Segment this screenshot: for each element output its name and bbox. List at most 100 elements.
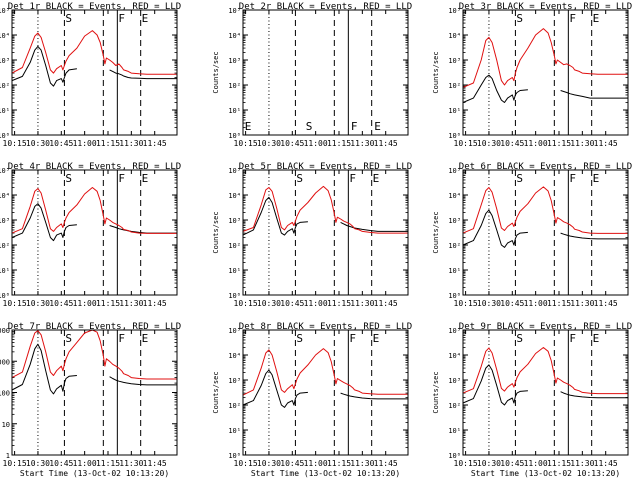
x-tick-label: 10:30 <box>477 299 501 308</box>
x-tick-label: 11:30 <box>570 459 594 468</box>
x-tick-label: 11:00 <box>304 299 328 308</box>
y-tick-label: 10² <box>448 82 461 90</box>
x-tick-label: 10:45 <box>500 459 524 468</box>
x-tick-label: 11:15 <box>547 139 571 148</box>
panel-det3r: Det 3r BLACK = Events, RED = LLD Counts/s… <box>432 2 632 148</box>
panel-title: Det 5r BLACK = Events, RED = LLD <box>239 162 412 172</box>
plot-frame <box>11 329 178 456</box>
x-tick-label: 11:15 <box>327 299 351 308</box>
series-events-line <box>340 221 408 232</box>
y-tick-label: 1 <box>6 452 10 460</box>
panel-title: Det 7r BLACK = Events, RED = LLD <box>8 322 181 332</box>
x-tick-label: 10:15 <box>454 139 478 148</box>
y-tick-label: 10³ <box>448 57 461 65</box>
panel-det6r: Det 6r BLACK = Events, RED = LLD Counts/s… <box>432 162 632 308</box>
marker-label: F <box>118 12 125 25</box>
series-events-line <box>242 196 308 236</box>
series-events-line <box>242 369 308 408</box>
marker-label: F <box>349 172 356 185</box>
x-tick-label: 10:45 <box>280 459 304 468</box>
panel-det5r: Det 5r BLACK = Events, RED = LLD Counts/s… <box>212 162 412 308</box>
x-tick-label: 11:30 <box>350 299 374 308</box>
x-tick-label: 11:30 <box>570 299 594 308</box>
marker-label: S <box>516 172 523 185</box>
x-tick-label: 11:45 <box>374 459 398 468</box>
x-tick-label: 11:15 <box>547 299 571 308</box>
x-tick-label: 11:00 <box>73 299 97 308</box>
y-tick-label: 10² <box>448 402 461 410</box>
x-tick-label: 10:30 <box>26 139 50 148</box>
series-lld-line <box>462 186 628 234</box>
y-tick-label: 10² <box>0 82 10 90</box>
series-events-line <box>109 376 177 386</box>
series-events-line <box>560 391 628 399</box>
panel-det8r: Det 8r BLACK = Events, RED = LLD Counts/s… <box>212 322 412 478</box>
series-lld-line <box>242 185 408 234</box>
x-tick-label: 10:15 <box>3 299 27 308</box>
plot-frame <box>11 9 178 136</box>
x-tick-label: 11:45 <box>374 139 398 148</box>
y-tick-label: 10⁵ <box>228 167 241 175</box>
x-tick-label: 11:15 <box>96 139 120 148</box>
y-tick-label: 10⁵ <box>228 7 241 15</box>
panel-det7r: Det 7r BLACK = Events, RED = LLDCounts/s… <box>0 322 181 478</box>
series-events-line <box>109 69 177 80</box>
x-tick-label: 11:00 <box>73 459 97 468</box>
x-tick-label: 11:45 <box>594 139 618 148</box>
x-axis-label: Start Time (13-Oct-02 10:13:20) <box>251 469 400 478</box>
panel-title: Det 9r BLACK = Events, RED = LLD <box>459 322 632 332</box>
y-tick-label: 10² <box>0 242 10 250</box>
series-lld-line <box>242 348 408 396</box>
series-lld-line <box>462 28 628 88</box>
y-tick-label: 10⁰ <box>228 132 241 140</box>
x-tick-label: 10:15 <box>234 299 258 308</box>
x-tick-label: 10:15 <box>234 459 258 468</box>
series-events-line <box>462 74 528 103</box>
y-tick-label: 10⁴ <box>228 32 241 40</box>
y-axis-label: Counts/sec <box>212 51 220 93</box>
x-tick-label: 10:45 <box>280 139 304 148</box>
x-axis-label: Start Time (13-Oct-02 10:13:20) <box>471 469 620 478</box>
plot-frame <box>242 169 409 296</box>
y-axis-label: Counts/sec <box>212 211 220 253</box>
y-tick-label: 10⁰ <box>228 292 241 300</box>
marker-label: E <box>593 12 600 25</box>
y-axis-label: Counts/sec <box>432 211 440 253</box>
x-tick-label: 11:00 <box>304 139 328 148</box>
y-tick-label: 10¹ <box>448 427 461 435</box>
marker-label: E <box>593 172 600 185</box>
series-lld-line <box>11 329 177 380</box>
series-events-line <box>109 225 177 234</box>
y-tick-label: 10⁴ <box>448 192 461 200</box>
y-tick-label: 10¹ <box>448 107 461 115</box>
series-events-line <box>462 209 528 248</box>
x-tick-label: 10:30 <box>257 139 281 148</box>
y-tick-label: 10³ <box>228 57 241 65</box>
x-tick-label: 11:15 <box>96 299 120 308</box>
marker-label: S <box>65 12 72 25</box>
x-tick-label: 11:45 <box>143 139 167 148</box>
y-tick-label: 10³ <box>448 217 461 225</box>
x-tick-label: 10:30 <box>477 139 501 148</box>
y-tick-label: 10⁰ <box>448 132 461 140</box>
marker-label: F <box>569 332 576 345</box>
y-tick-label: 10⁵ <box>448 167 461 175</box>
y-tick-label: 10³ <box>228 377 241 385</box>
plot-frame <box>462 329 629 456</box>
y-tick-label: 10 <box>2 421 10 429</box>
y-tick-label: 10² <box>228 402 241 410</box>
panel-det1r: Det 1r BLACK = Events, RED = LLDCounts/s… <box>0 2 181 148</box>
y-tick-label: 10¹ <box>0 107 10 115</box>
series-events-line <box>11 203 77 242</box>
marker-label: S <box>65 172 72 185</box>
x-tick-label: 11:30 <box>119 299 143 308</box>
y-tick-label: 10⁴ <box>228 352 241 360</box>
plot-frame <box>462 169 629 296</box>
panel-title: Det 6r BLACK = Events, RED = LLD <box>459 162 632 172</box>
panel-title: Det 1r BLACK = Events, RED = LLD <box>8 2 181 12</box>
y-axis-label: Counts/sec <box>212 371 220 413</box>
y-tick-label: 10² <box>448 242 461 250</box>
x-tick-label: 11:15 <box>547 459 571 468</box>
x-tick-label: 11:30 <box>350 139 374 148</box>
